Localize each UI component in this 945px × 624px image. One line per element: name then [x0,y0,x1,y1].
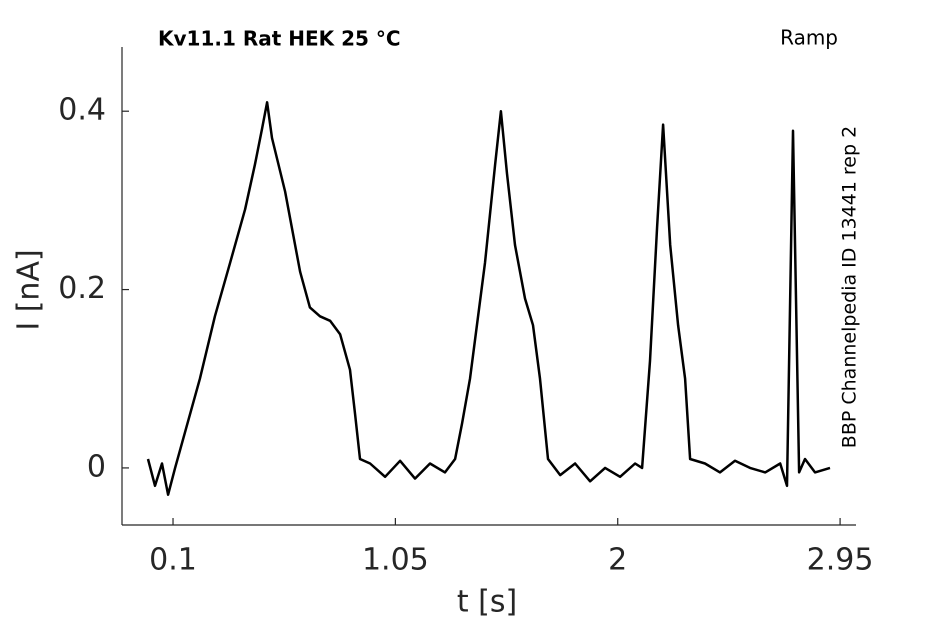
y-axis-label: I [nA] [12,249,47,330]
chart-subtitle: Ramp [780,26,838,50]
x-axis-label: t [s] [457,585,517,620]
x-tick-label: 0.1 [149,543,197,578]
x-tick-label: 1.05 [362,543,429,578]
y-tick-label: 0.2 [58,271,106,306]
chart-title: Kv11.1 Rat HEK 25 °C [158,27,401,51]
x-tick-label: 2.95 [807,543,874,578]
y-tick-label: 0.4 [58,93,106,128]
trace [146,101,831,496]
y-tick-label: 0 [87,449,106,484]
annotation: BBP Channelpedia ID 13441 rep 2 [839,126,861,448]
x-tick-label: 2 [608,543,627,578]
